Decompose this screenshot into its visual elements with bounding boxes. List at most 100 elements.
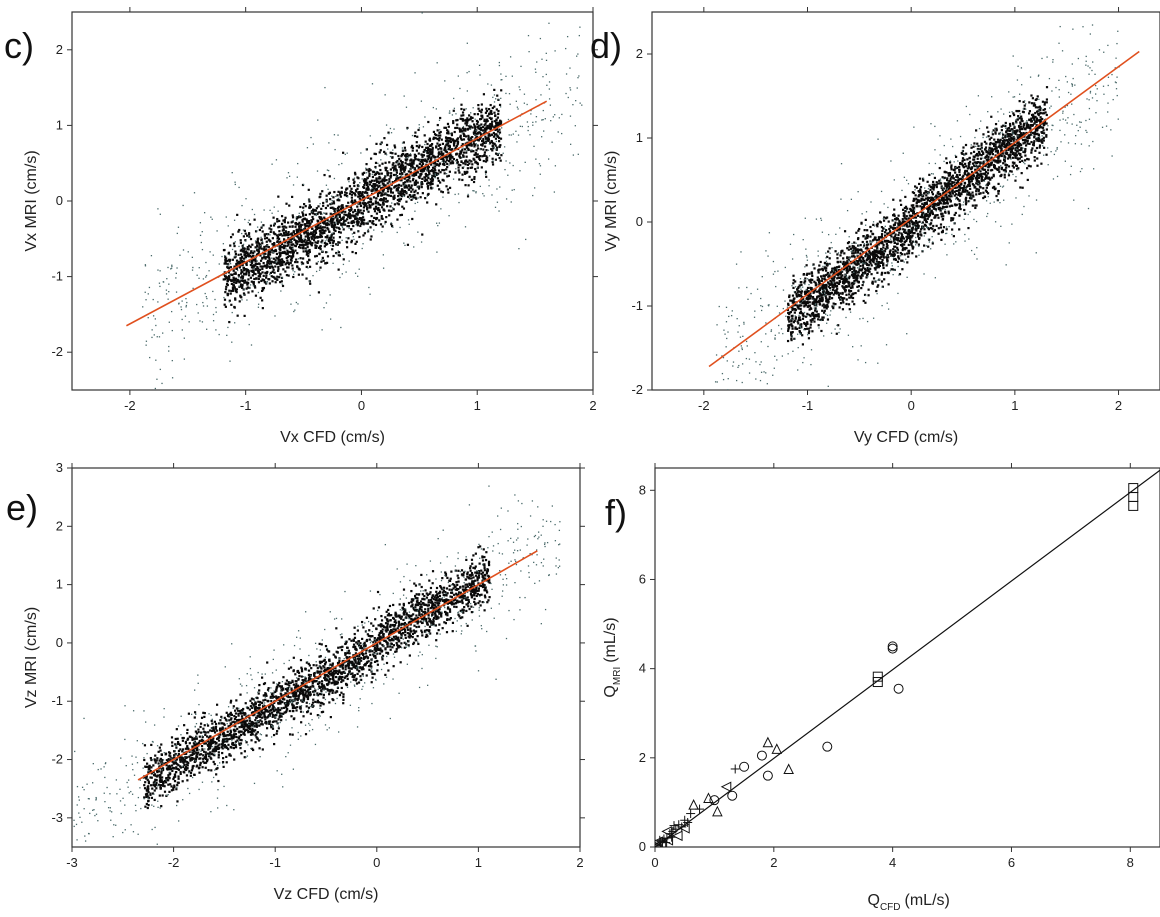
data-point — [350, 214, 353, 217]
data-point — [369, 135, 371, 137]
data-point — [461, 156, 463, 159]
data-point — [497, 153, 499, 155]
data-point — [1040, 162, 1043, 165]
data-point — [446, 162, 449, 166]
data-point — [498, 210, 500, 212]
data-point — [240, 248, 243, 251]
data-point — [918, 182, 921, 186]
data-point — [886, 240, 889, 243]
data-point — [493, 105, 496, 108]
data-point — [295, 241, 298, 244]
data-point — [421, 170, 424, 173]
data-point — [495, 133, 498, 137]
data-point — [836, 277, 839, 280]
data-point — [347, 221, 350, 224]
data-point — [1020, 172, 1023, 175]
data-point — [369, 198, 372, 201]
data-point — [1035, 110, 1039, 113]
data-point — [428, 172, 431, 175]
data-point — [897, 257, 901, 260]
data-point — [234, 271, 237, 274]
data-point — [400, 171, 403, 175]
data-point — [243, 269, 246, 272]
data-point — [345, 192, 348, 195]
data-point — [887, 283, 890, 286]
data-point — [438, 162, 441, 165]
data-point — [431, 152, 434, 155]
data-point — [432, 137, 435, 141]
data-point — [378, 182, 381, 185]
data-point — [832, 302, 835, 305]
data-point — [499, 121, 503, 124]
data-point — [327, 188, 329, 190]
data-point — [337, 268, 340, 271]
data-point — [798, 311, 802, 315]
data-point — [366, 222, 369, 225]
data-point — [423, 176, 426, 179]
data-point — [1025, 126, 1028, 129]
data-point — [264, 256, 267, 259]
data-point — [307, 254, 310, 258]
data-point — [377, 203, 381, 206]
data-point — [792, 279, 795, 282]
data-point — [836, 260, 839, 263]
data-point — [427, 158, 430, 161]
data-point — [877, 236, 880, 239]
data-point — [256, 267, 260, 270]
data-point — [318, 226, 322, 230]
data-point — [318, 229, 322, 232]
data-point — [232, 276, 235, 279]
data-point — [982, 187, 985, 190]
data-point — [380, 198, 383, 201]
data-point — [797, 290, 800, 293]
data-point — [491, 157, 494, 160]
data-point — [331, 225, 334, 228]
data-point — [291, 249, 294, 252]
data-point — [232, 284, 235, 287]
data-point — [241, 261, 244, 264]
data-point — [348, 181, 350, 183]
data-point — [307, 267, 309, 269]
data-point — [256, 226, 259, 228]
data-point — [466, 121, 469, 124]
data-point — [933, 176, 937, 180]
data-point — [496, 153, 500, 156]
data-point — [840, 270, 844, 273]
data-point — [256, 240, 259, 243]
data-point — [1013, 153, 1016, 156]
data-point — [797, 285, 800, 289]
data-point — [471, 126, 474, 129]
data-point — [473, 113, 476, 116]
data-point — [1041, 138, 1044, 141]
data-point — [416, 135, 419, 138]
data-point — [405, 176, 408, 179]
data-point — [463, 119, 466, 122]
data-point — [794, 291, 797, 294]
data-point — [290, 255, 293, 258]
data-point — [238, 285, 240, 287]
data-point — [349, 206, 353, 209]
data-point — [535, 71, 537, 73]
data-point — [336, 206, 340, 210]
data-point — [1005, 146, 1008, 149]
data-point — [546, 84, 548, 86]
data-point — [496, 201, 499, 203]
data-point — [287, 172, 290, 174]
data-point — [421, 162, 425, 166]
data-point — [308, 224, 311, 227]
data-point — [945, 196, 948, 199]
data-point — [1038, 151, 1041, 154]
data-point — [380, 172, 383, 175]
data-point — [882, 219, 886, 222]
data-point — [826, 255, 829, 258]
data-point — [407, 156, 410, 158]
data-point — [228, 299, 231, 302]
data-point — [312, 239, 316, 242]
data-point — [1020, 133, 1024, 136]
data-point — [997, 168, 1000, 171]
data-point — [489, 127, 492, 130]
data-point — [448, 112, 451, 114]
data-point — [873, 252, 876, 255]
data-point — [390, 191, 393, 194]
data-point — [403, 190, 406, 193]
